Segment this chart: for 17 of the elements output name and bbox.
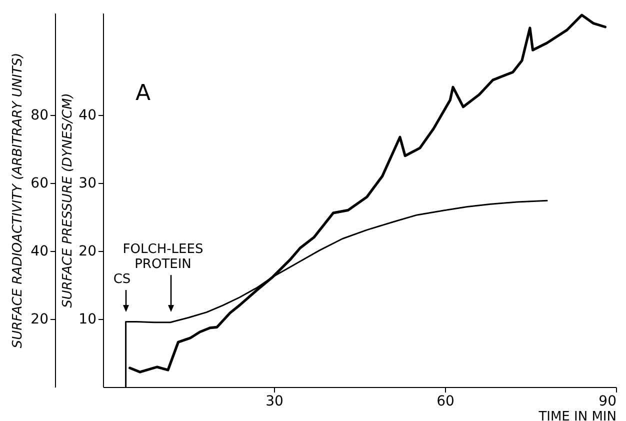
y-axis-title: SURFACE RADIOACTIVITY (ARBITRARY UNITS): [10, 52, 26, 348]
y-tick-label: 40: [30, 244, 48, 260]
y-tick-label: 20: [30, 312, 48, 328]
annotation: A: [135, 81, 151, 106]
x-axis-title: TIME IN MIN: [538, 410, 616, 421]
annotation: FOLCH-LEES PROTEIN: [122, 242, 204, 272]
y2-tick-label: 10: [78, 312, 96, 328]
y-tick-label: 60: [30, 176, 48, 192]
y2-tick-label: 40: [78, 108, 96, 124]
y2-tick-label: 20: [78, 244, 96, 260]
x-tick-label: 90: [598, 394, 616, 410]
y2-axis-title: SURFACE PRESSURE (DYNES/CM): [60, 93, 76, 308]
y2-tick-label: 30: [78, 176, 96, 192]
x-tick-label: 30: [266, 394, 284, 410]
y-tick-label: 80: [30, 108, 48, 124]
x-tick-label: 60: [436, 394, 454, 410]
annotation: CS: [113, 272, 131, 287]
